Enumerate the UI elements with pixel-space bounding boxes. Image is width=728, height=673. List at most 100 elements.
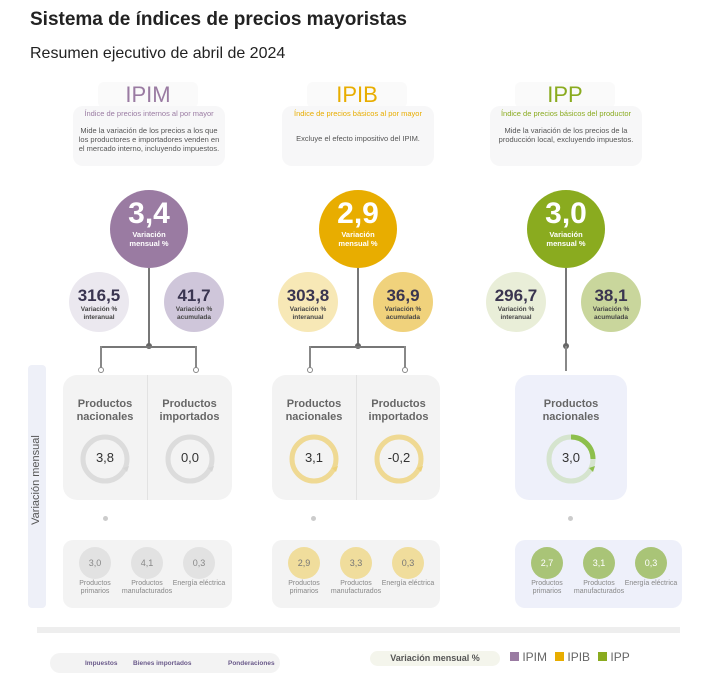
side-label: Variación mensual — [30, 435, 42, 525]
ipib-full-name: Índice de precios básicos al por mayor — [294, 109, 422, 118]
connector-line — [195, 346, 197, 368]
connector-line — [100, 346, 102, 368]
legend-ipp: IPP — [598, 650, 630, 664]
ipim-interanual-value: 316,5 — [77, 286, 121, 305]
breakdown-label: Productos manufacturados — [573, 580, 625, 595]
connector-line — [100, 346, 196, 348]
connector-line — [404, 346, 406, 368]
ipp-interanual-label: Variación % interanual — [497, 306, 535, 321]
ipp-interanual-value: 296,7 — [494, 286, 538, 305]
breakdown-circle: 3,3 — [340, 547, 372, 579]
tab-ponderaciones[interactable]: Ponderaciones — [228, 660, 275, 667]
breakdown-label: Energía eléctrica — [381, 580, 435, 587]
connector-line — [565, 346, 567, 371]
ipim-acumulada-value: 41,7 — [177, 286, 211, 305]
ipim-monthly-circle: 3,4 Variación mensual % — [110, 190, 188, 268]
product-gauge: 3,8 — [78, 432, 132, 486]
ipp-monthly-value: 3,0 — [545, 197, 587, 230]
ipim-monthly-value: 3,4 — [128, 197, 170, 230]
ipim-column: IPIM Índice de precios internos al por m… — [43, 0, 253, 669]
ipim-name: IPIM — [98, 82, 198, 108]
breakdown-circle: 0,3 — [183, 547, 215, 579]
ipib-acumulada-value: 36,9 — [386, 286, 420, 305]
gauge-ring-icon — [289, 434, 339, 484]
connector-dot — [568, 516, 573, 521]
breakdown-label: Productos manufacturados — [121, 580, 173, 595]
page-title: Sistema de índices de precios mayoristas — [30, 9, 408, 30]
product-value: -0,2 — [387, 450, 411, 465]
divider-bar — [37, 627, 680, 633]
ipp-breakdown-panel: 2,7 Productos primarios 3,1 Productos man… — [515, 540, 682, 608]
ipim-acumulada-circle: 41,7 Variación % acumulada — [164, 272, 224, 332]
ipib-product-0: Productos nacionales 3,1 — [272, 375, 356, 500]
breakdown-circle: 0,3 — [635, 547, 667, 579]
ipp-interanual-circle: 296,7 Variación % interanual — [486, 272, 546, 332]
ipib-breakdown-panel: 2,9 Productos primarios 3,3 Productos man… — [272, 540, 440, 608]
ipp-acumulada-value: 38,1 — [594, 286, 628, 305]
product-value: 3,0 — [561, 450, 581, 465]
breakdown-label: Productos manufacturados — [330, 580, 382, 595]
page-subtitle: Resumen ejecutivo de abril de 2024 — [30, 45, 286, 62]
ipib-description-box: Índice de precios básicos al por mayor E… — [282, 106, 434, 166]
legend-title: Variación mensual % — [370, 651, 500, 666]
tab-impuestos[interactable]: Impuestos — [85, 660, 118, 667]
legend-ipib: IPIB — [555, 650, 590, 664]
connector-ring — [307, 367, 313, 373]
ipib-monthly-circle: 2,9 Variación mensual % — [319, 190, 397, 268]
product-label: Productos importados — [368, 398, 429, 423]
ipp-acumulada-label: Variación % acumulada — [592, 306, 630, 321]
product-gauge: 0,0 — [163, 432, 217, 486]
ipim-description-box: Índice de precios internos al por mayor … — [73, 106, 225, 166]
ipib-products-panel: Productos nacionales 3,1 Productos impor… — [272, 375, 440, 500]
ipib-acumulada-label: Variación % acumulada — [384, 306, 422, 321]
breakdown-label: Productos primarios — [79, 580, 111, 595]
product-gauge: 3,0 — [544, 432, 598, 486]
breakdown-label: Energía eléctrica — [624, 580, 678, 587]
connector-ring — [193, 367, 199, 373]
product-label: Productos importados — [159, 398, 220, 423]
ipib-monthly-label: Variación mensual % — [338, 230, 378, 248]
breakdown-label: Energía eléctrica — [172, 580, 226, 587]
ipib-interanual-circle: 303,8 Variación % interanual — [278, 272, 338, 332]
breakdown-label: Productos primarios — [288, 580, 320, 595]
gauge-ring-icon — [80, 434, 130, 484]
gauge-ring-icon — [165, 434, 215, 484]
ipim-monthly-label: Variación mensual % — [129, 230, 169, 248]
product-gauge: -0,2 — [372, 432, 426, 486]
ipim-acumulada-label: Variación % acumulada — [175, 306, 213, 321]
ipib-acumulada-circle: 36,9 Variación % acumulada — [373, 272, 433, 332]
tab-bienes-importados[interactable]: Bienes importados — [133, 660, 192, 667]
footer-tabs: Impuestos Bienes importados Ponderacione… — [50, 653, 280, 673]
legend: IPIM IPIB IPP — [510, 650, 630, 664]
connector-dot — [311, 516, 316, 521]
ipib-column: IPIB Índice de precios básicos al por ma… — [252, 0, 462, 669]
ipp-column: IPP Índice de precios básicos del produc… — [460, 0, 670, 669]
ipim-products-panel: Productos nacionales 3,8 Productos impor… — [63, 375, 232, 500]
product-gauge: 3,1 — [287, 432, 341, 486]
breakdown-circle: 3,1 — [583, 547, 615, 579]
connector-dot — [102, 516, 108, 521]
ipim-full-name: Índice de precios internos al por mayor — [84, 109, 214, 118]
ipp-product-0: Productos nacionales 3,0 — [529, 375, 613, 500]
ipib-description: Excluye el efecto impositivo del IPIM. — [296, 134, 420, 143]
ipib-interanual-value: 303,8 — [286, 286, 330, 305]
product-value: 3,1 — [304, 450, 324, 465]
product-label: Productos nacionales — [285, 398, 343, 423]
ipib-product-1: Productos importados -0,2 — [356, 375, 440, 500]
ipib-name: IPIB — [307, 82, 407, 108]
side-label-bar — [28, 365, 46, 608]
ipp-description-box: Índice de precios básicos del productor … — [490, 106, 642, 166]
connector-ring — [98, 367, 104, 373]
product-value: 0,0 — [180, 450, 200, 465]
ipp-name: IPP — [515, 82, 615, 108]
ipib-monthly-value: 2,9 — [337, 197, 379, 230]
breakdown-circle: 0,3 — [392, 547, 424, 579]
connector-line — [148, 268, 150, 347]
ipp-products-panel: Productos nacionales 3,0 — [515, 375, 627, 500]
ipp-full-name: Índice de precios básicos del productor — [500, 109, 632, 118]
product-label: Productos nacionales — [542, 398, 600, 423]
connector-ring — [402, 367, 408, 373]
product-value: 3,8 — [95, 450, 115, 465]
ipim-description: Mide la variación de los precios a los q… — [78, 126, 220, 153]
gauge-ring-icon — [546, 434, 596, 484]
